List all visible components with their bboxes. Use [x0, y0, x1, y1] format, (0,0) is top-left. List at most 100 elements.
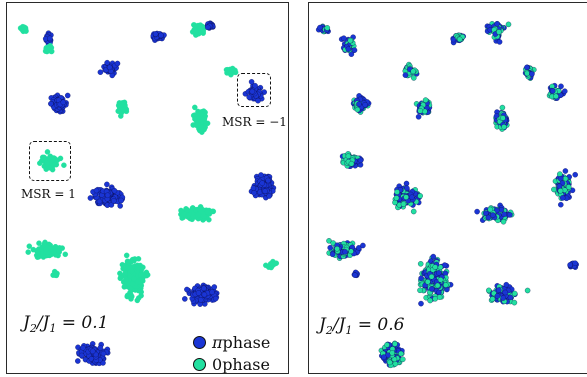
data-point	[138, 282, 145, 289]
annotation-msr-neg: MSR = −1	[222, 115, 287, 129]
legend-entry-zero-phase: 0 phase	[193, 355, 270, 374]
data-point	[158, 32, 164, 39]
data-point	[357, 157, 364, 164]
cluster-pi-phase	[87, 181, 126, 209]
data-point	[559, 195, 566, 201]
data-point	[251, 190, 257, 196]
cluster-zero-phase	[223, 65, 239, 78]
msr-pos-highlight-box	[29, 141, 71, 181]
cluster-mix-phase	[392, 180, 423, 215]
data-point	[430, 253, 437, 260]
data-point	[128, 268, 135, 275]
cluster-pi-phase	[204, 20, 216, 31]
data-point	[64, 92, 71, 99]
data-point	[43, 246, 49, 252]
data-point	[89, 348, 96, 355]
data-point	[201, 291, 208, 298]
data-point	[483, 210, 489, 217]
data-point	[360, 242, 366, 249]
data-point	[37, 160, 43, 166]
data-point	[115, 108, 121, 114]
data-point	[409, 194, 415, 200]
data-point	[341, 35, 347, 41]
data-point	[417, 108, 423, 114]
cluster-mix-phase	[546, 82, 568, 101]
data-point	[44, 149, 51, 155]
cluster-mix-phase	[315, 23, 331, 35]
data-point	[387, 359, 393, 366]
data-point	[129, 280, 136, 287]
data-point	[402, 72, 409, 78]
data-point	[124, 264, 130, 271]
data-point	[195, 290, 202, 296]
data-point	[205, 24, 211, 31]
data-point	[201, 115, 208, 122]
data-point	[348, 51, 355, 57]
data-point	[255, 97, 261, 104]
data-point	[249, 88, 256, 95]
data-point	[212, 295, 219, 302]
data-point	[36, 240, 42, 246]
data-point	[400, 201, 407, 207]
data-point	[192, 116, 198, 122]
legend-marker-pi	[193, 336, 206, 349]
data-point	[485, 214, 492, 221]
data-point	[381, 354, 387, 360]
data-point	[117, 275, 124, 282]
data-point	[134, 297, 141, 304]
data-point	[26, 243, 33, 249]
data-point	[265, 177, 271, 184]
legend-zero-text: phase	[222, 355, 270, 374]
data-point	[23, 27, 29, 34]
data-point	[124, 293, 130, 300]
cluster-zero-phase	[50, 268, 60, 279]
data-point	[556, 183, 563, 190]
data-point	[348, 160, 355, 167]
data-point	[60, 99, 67, 106]
data-point	[248, 79, 255, 85]
data-point	[417, 261, 424, 267]
data-point	[436, 289, 442, 296]
data-point	[549, 88, 556, 94]
data-point	[127, 285, 133, 291]
cluster-mix-phase	[474, 202, 515, 225]
data-point	[486, 287, 492, 294]
data-point	[272, 260, 278, 267]
data-point	[135, 265, 141, 272]
data-point	[52, 244, 59, 250]
data-point	[436, 294, 443, 300]
data-point	[500, 218, 507, 225]
data-point	[96, 198, 103, 205]
data-point	[403, 194, 409, 200]
data-point	[201, 285, 207, 292]
data-point	[572, 260, 578, 266]
data-point	[342, 249, 348, 255]
data-point	[415, 114, 422, 120]
cluster-zero-phase	[190, 104, 211, 135]
cluster-mix-phase	[493, 104, 510, 132]
data-point	[384, 342, 390, 348]
data-point	[422, 97, 429, 103]
data-point	[524, 70, 530, 77]
data-point	[427, 297, 433, 304]
data-point	[418, 275, 424, 282]
data-point	[114, 60, 121, 67]
data-point	[457, 36, 463, 43]
data-point	[498, 207, 505, 213]
legend-pi-text: phase	[222, 333, 271, 352]
data-point	[46, 155, 52, 162]
cluster-mix-phase	[350, 93, 372, 115]
data-point	[36, 246, 42, 252]
data-point	[204, 209, 211, 215]
data-point	[100, 350, 107, 357]
parameter-label-left: J2/J1 = 0.1	[23, 313, 109, 335]
cluster-mix-phase	[417, 253, 454, 307]
data-point	[392, 361, 399, 367]
panel-j2-j1-0-6: J2/J1 = 0.6	[308, 2, 587, 374]
data-point	[501, 124, 507, 130]
data-point	[111, 187, 118, 194]
msr-neg-highlight-box	[237, 73, 271, 107]
cluster-pi-phase	[351, 269, 360, 279]
data-point	[46, 165, 53, 171]
data-point	[117, 270, 123, 277]
